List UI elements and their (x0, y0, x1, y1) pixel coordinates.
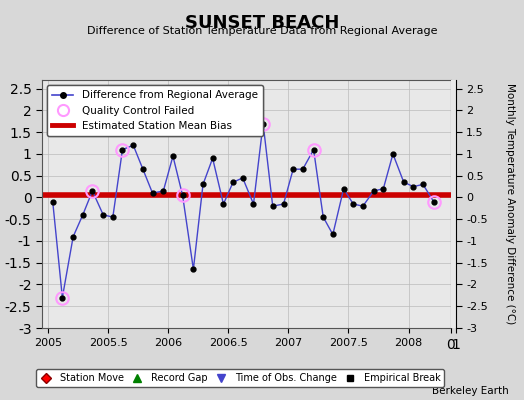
Y-axis label: Monthly Temperature Anomaly Difference (°C): Monthly Temperature Anomaly Difference (… (505, 83, 515, 325)
Text: SUNSET BEACH: SUNSET BEACH (185, 14, 339, 32)
Text: Berkeley Earth: Berkeley Earth (432, 386, 508, 396)
Text: Difference of Station Temperature Data from Regional Average: Difference of Station Temperature Data f… (87, 26, 437, 36)
Legend: Difference from Regional Average, Quality Control Failed, Estimated Station Mean: Difference from Regional Average, Qualit… (47, 85, 263, 136)
Legend: Station Move, Record Gap, Time of Obs. Change, Empirical Break: Station Move, Record Gap, Time of Obs. C… (36, 369, 444, 387)
